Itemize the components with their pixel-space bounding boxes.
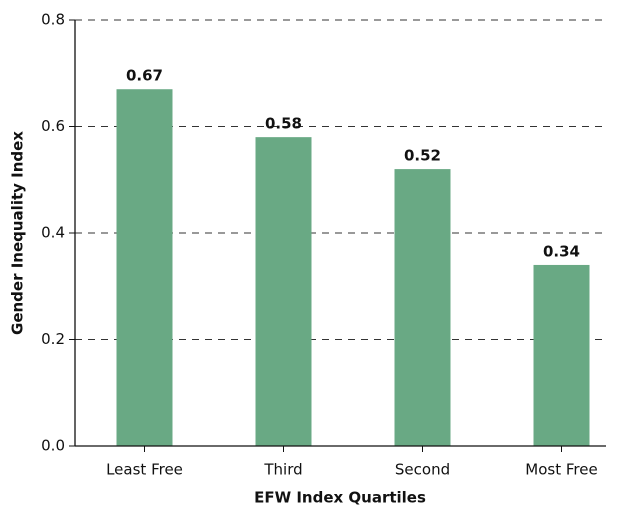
x-tick-label: Third bbox=[263, 461, 302, 479]
x-tick-label: Least Free bbox=[106, 461, 183, 479]
data-label: 0.58 bbox=[265, 115, 302, 133]
data-label: 0.34 bbox=[543, 242, 580, 260]
bar bbox=[394, 169, 451, 446]
data-label: 0.67 bbox=[126, 67, 163, 85]
y-tick-label: 0.2 bbox=[41, 330, 65, 348]
y-tick-label: 0.8 bbox=[41, 11, 65, 29]
y-tick-label: 0.6 bbox=[41, 117, 65, 135]
bar bbox=[255, 137, 312, 446]
y-axis-title: Gender Inequality Index bbox=[9, 131, 27, 335]
x-axis-title: EFW Index Quartiles bbox=[254, 489, 426, 507]
y-tick-label: 0.4 bbox=[41, 224, 65, 242]
y-tick-label: 0.0 bbox=[41, 437, 65, 455]
data-label: 0.52 bbox=[404, 147, 441, 165]
bar bbox=[533, 264, 590, 446]
x-tick-label: Second bbox=[395, 461, 450, 479]
bar bbox=[116, 89, 173, 446]
x-tick-label: Most Free bbox=[525, 461, 597, 479]
